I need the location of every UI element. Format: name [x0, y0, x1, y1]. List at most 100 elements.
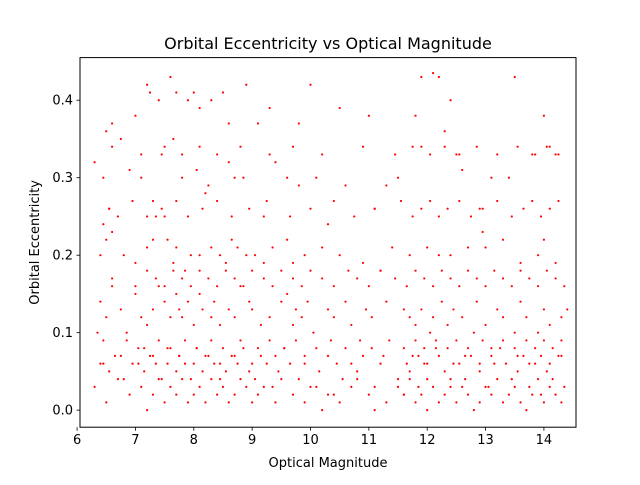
data-point [303, 354, 306, 358]
data-point [344, 300, 347, 303]
data-point [178, 354, 181, 358]
data-point [338, 401, 341, 404]
data-point [277, 370, 280, 373]
data-point [134, 285, 137, 288]
data-point [542, 114, 546, 117]
data-point [268, 106, 271, 110]
y-tick-label: 0.4 [52, 94, 73, 109]
data-point [166, 347, 169, 350]
data-point [288, 215, 292, 218]
data-point [93, 385, 96, 389]
data-point [469, 215, 473, 218]
data-point [102, 223, 105, 226]
data-point [332, 199, 335, 203]
plot-frame [79, 57, 577, 428]
data-point [189, 378, 192, 381]
data-point [557, 354, 560, 358]
data-point [429, 153, 432, 156]
data-point [119, 308, 122, 311]
data-point [394, 153, 397, 156]
data-point [326, 308, 330, 311]
data-point [493, 269, 496, 272]
data-point [423, 277, 426, 280]
data-point [303, 362, 306, 365]
data-point [560, 339, 563, 342]
x-tick-label: 11 [361, 433, 378, 448]
data-point [525, 339, 528, 342]
data-point [213, 300, 216, 303]
data-point [291, 393, 295, 396]
data-point [338, 254, 341, 257]
data-point [157, 285, 160, 288]
data-point [268, 153, 271, 156]
data-point [251, 308, 254, 311]
data-point [160, 207, 163, 210]
data-point [230, 354, 233, 358]
x-tick-label: 10 [302, 433, 319, 448]
data-point [329, 339, 333, 342]
data-point [501, 238, 505, 241]
data-point [402, 393, 405, 396]
data-point [221, 347, 225, 350]
data-point [367, 114, 370, 117]
data-point [192, 91, 195, 94]
data-point [344, 347, 347, 350]
data-point [437, 254, 440, 257]
data-point [175, 292, 178, 296]
data-point [554, 393, 557, 396]
data-point [490, 393, 493, 396]
data-point [163, 145, 166, 148]
data-point [93, 161, 96, 164]
data-point [256, 393, 260, 396]
data-point [490, 347, 493, 350]
data-point [420, 75, 423, 79]
data-point [251, 401, 254, 404]
data-point [458, 362, 461, 365]
data-point [478, 362, 481, 365]
data-point [484, 246, 487, 249]
data-point [227, 308, 230, 311]
data-point [367, 285, 370, 288]
data-point [224, 269, 227, 272]
data-point [443, 370, 446, 373]
data-point [207, 354, 210, 358]
data-point [242, 347, 245, 350]
data-point [420, 308, 423, 311]
data-point [248, 300, 251, 303]
data-point [411, 215, 414, 218]
data-point [504, 362, 508, 365]
data-point [446, 347, 449, 350]
data-point [510, 215, 513, 218]
data-point [233, 316, 236, 319]
y-tick-label: 0.3 [52, 171, 73, 186]
data-point [140, 153, 143, 156]
data-point [519, 261, 522, 265]
data-point [341, 378, 344, 381]
data-point [306, 300, 309, 303]
data-point [414, 269, 417, 272]
data-point [163, 300, 166, 303]
data-point [461, 168, 464, 172]
data-point [251, 362, 254, 365]
data-point [169, 316, 172, 319]
data-point [545, 269, 548, 272]
data-point [239, 378, 242, 381]
data-point [516, 370, 519, 373]
data-point [423, 362, 426, 365]
data-point [233, 354, 236, 358]
data-point [350, 385, 353, 389]
data-point [402, 347, 405, 350]
data-point [137, 347, 140, 350]
data-point [373, 385, 376, 389]
data-point [183, 362, 187, 365]
data-point [224, 261, 227, 265]
x-axis-ticks: 6 7 8 9 10 11 12 13 14 [73, 427, 552, 448]
data-point [449, 378, 452, 381]
data-point [218, 254, 222, 257]
data-point [361, 145, 365, 148]
data-point [192, 362, 195, 365]
data-point [213, 362, 216, 365]
data-point [128, 393, 131, 396]
data-point [356, 378, 359, 381]
data-point [198, 292, 201, 296]
